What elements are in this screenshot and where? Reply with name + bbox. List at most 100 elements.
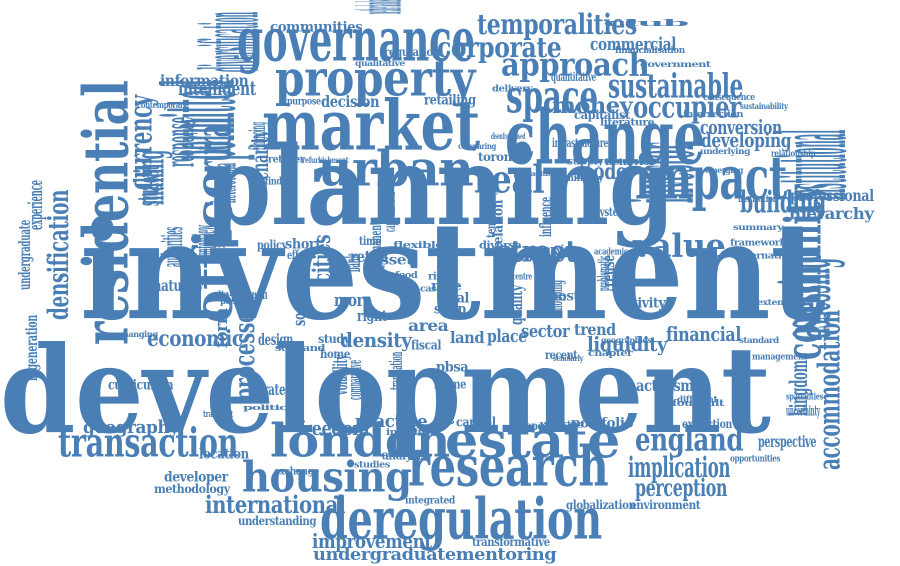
word-social: social: [289, 291, 310, 326]
word-occupier: occupier: [633, 90, 741, 125]
word-rate: rate: [431, 278, 462, 294]
word-curriculum: curriculum: [108, 377, 174, 393]
word-activism: activism: [636, 376, 694, 395]
word-methodology: methodology: [154, 482, 230, 496]
word-effect: effect: [287, 248, 312, 262]
word-scholarly: scholarly: [553, 353, 584, 363]
word-swap: swap: [434, 301, 466, 317]
word-strategy: strategy: [253, 380, 298, 399]
word-implication: implication: [628, 450, 731, 484]
word-building: building: [740, 185, 826, 220]
word-intersection: intersection: [683, 109, 743, 120]
word-globalization: globalization: [566, 498, 636, 512]
word-centre: centre: [512, 271, 532, 282]
word-liquidity: liquidity: [587, 332, 667, 356]
word-marxism: marxism: [534, 242, 580, 255]
word-capitalist: capitalist: [574, 108, 630, 122]
word-politic: politic: [243, 403, 288, 412]
word-working: working: [540, 419, 585, 428]
word-impact: impact: [635, 142, 787, 213]
word-transient: transient: [203, 409, 233, 420]
word-toronto: toronto: [478, 150, 525, 164]
word-integrated: integrated: [405, 493, 455, 506]
word-urban: urban: [318, 140, 474, 197]
word-policy: policy: [257, 238, 287, 252]
word-foucault: foucault: [672, 398, 725, 409]
word-contemporary: contemporary: [137, 100, 187, 111]
word-housing: housing: [242, 453, 412, 502]
word-geography: geography: [83, 417, 179, 438]
word-delivery: delivery: [492, 83, 533, 94]
word-perspective: perspective: [758, 432, 817, 451]
word-information: information: [160, 71, 249, 90]
word-diverse: diverse: [479, 238, 521, 251]
word-influence: influence: [536, 197, 555, 237]
word-regulation: regulation: [384, 45, 440, 59]
word-short: short: [285, 236, 321, 252]
word-right: right: [357, 307, 387, 325]
word-potential: potential: [231, 291, 268, 302]
word-permanent: permanent: [366, 221, 385, 268]
word-street: street: [497, 234, 577, 269]
word-literature: literature: [600, 115, 655, 128]
word-transaction: transaction: [58, 419, 239, 466]
word-supply: supply: [567, 154, 604, 167]
word-bank: bank: [340, 254, 366, 272]
word-blame: blame: [434, 377, 467, 392]
word-sustainability: sustainability: [740, 101, 788, 111]
word-commercial: commercial: [590, 34, 677, 55]
word-model: model: [575, 159, 633, 185]
word-communities: communities: [270, 19, 363, 35]
word-interview: interview: [187, 225, 222, 255]
word-professional: professional: [790, 186, 874, 205]
word-corporate: corporate: [437, 30, 562, 64]
word-extraction: extraction: [682, 417, 732, 431]
word-improvement: improvement: [312, 529, 432, 553]
word-behavior: behavior: [605, 157, 655, 167]
word-infrastructure: infrastructure: [552, 136, 609, 150]
word-retail: retail: [350, 247, 388, 266]
word-food: food: [395, 270, 418, 281]
word-decision: decision: [321, 92, 380, 111]
word-property: property: [275, 50, 475, 108]
word-global: global: [503, 246, 546, 265]
word-quantitative: quantitative: [551, 70, 596, 84]
word-research: research: [408, 434, 609, 499]
word-pbsa: pbsa: [436, 359, 469, 375]
word-study: study: [318, 332, 350, 346]
word-sector: sector: [521, 321, 570, 342]
word-purpose: purpose: [287, 94, 321, 107]
word-studies: studies: [354, 459, 390, 470]
word-flexible: flexible: [393, 240, 444, 251]
word-risk: risk: [428, 269, 448, 282]
word-summary: summary: [733, 222, 783, 232]
word-volatility: volatility: [328, 354, 352, 395]
word-more: more: [334, 290, 372, 311]
word-england: england: [635, 420, 744, 458]
word-retailing: retailing: [424, 92, 476, 108]
word-authorities: authorities: [155, 226, 189, 267]
word-maturity: maturity: [149, 276, 204, 295]
word-relationship: relationship: [771, 148, 816, 159]
word-undergraduatementoring: undergraduatementoring: [313, 545, 557, 565]
word-europe: europe: [509, 419, 544, 433]
word-approach: approach: [501, 45, 650, 83]
word-economic: economic: [147, 326, 243, 352]
word-form: form: [211, 308, 232, 348]
word-developer: developer: [164, 469, 228, 485]
word-opportunities: opportunities: [730, 453, 781, 464]
word-estate: estate: [445, 412, 620, 470]
word-densification: densification: [41, 189, 75, 320]
word-traditional: traditional: [524, 169, 565, 178]
word-uncertainty: uncertainty: [786, 403, 820, 419]
word-space: space: [506, 70, 598, 124]
word-temporalities: temporalities: [477, 7, 637, 41]
word-planning: planning: [205, 122, 675, 250]
word-asset: asset: [371, 252, 413, 268]
word-practice: practice: [355, 411, 428, 432]
word-government: government: [640, 59, 711, 69]
word-land: land: [450, 328, 485, 347]
word-luminality: luminality: [555, 173, 604, 184]
word-underlying: underlying: [700, 146, 750, 156]
